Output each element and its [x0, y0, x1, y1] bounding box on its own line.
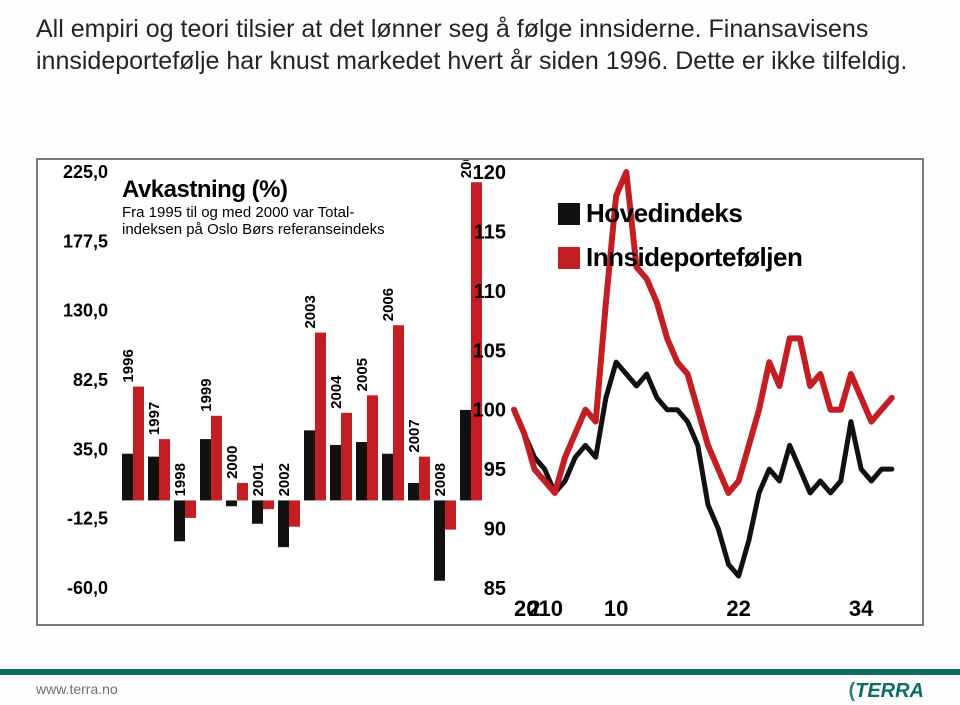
svg-text:2003: 2003	[302, 295, 319, 328]
svg-text:105: 105	[473, 340, 506, 362]
svg-text:1998: 1998	[172, 463, 189, 496]
svg-text:34: 34	[849, 596, 874, 621]
svg-text:177,5: 177,5	[63, 231, 108, 251]
svg-text:-60,0: -60,0	[67, 578, 108, 598]
svg-text:-12,5: -12,5	[67, 509, 108, 529]
svg-text:2008: 2008	[432, 463, 449, 496]
svg-text:225,0: 225,0	[63, 162, 108, 182]
svg-text:2004: 2004	[328, 375, 345, 409]
svg-text:95: 95	[484, 459, 506, 481]
svg-text:1997: 1997	[146, 402, 163, 435]
legend-innsideportefoljen: Innsideporteføljen	[558, 242, 802, 273]
svg-text:82,5: 82,5	[73, 370, 108, 390]
svg-text:2001: 2001	[250, 463, 267, 496]
svg-text:130,0: 130,0	[63, 301, 108, 321]
chart-frame: -60,0 -12,5 35,0 82,5 130,0 177,5 225,0 1996 199…	[36, 158, 924, 626]
svg-text:10: 10	[604, 596, 628, 621]
bar-chart-title-block: Avkastning (%) Fra 1995 til og med 2000 …	[122, 176, 385, 239]
legend-swatch-innsideportefoljen	[558, 247, 580, 269]
legend-swatch-hovedindeks	[558, 203, 580, 225]
legend-label-hovedindeks: Hovedindeks	[586, 198, 742, 229]
svg-text:2005: 2005	[354, 358, 371, 391]
svg-text:35,0: 35,0	[73, 439, 108, 459]
footer-logo: (TERRA	[848, 680, 924, 703]
svg-text:115: 115	[474, 221, 506, 243]
slide-heading: All empiri og teori tilsier at det lønne…	[0, 0, 960, 83]
footer-bar	[0, 669, 960, 675]
svg-text:22: 22	[726, 596, 750, 621]
logo-tick-icon: (	[848, 680, 855, 702]
svg-text:1999: 1999	[198, 378, 215, 411]
svg-text:2: 2	[528, 596, 540, 621]
svg-text:2007: 2007	[406, 419, 423, 452]
svg-text:120: 120	[473, 162, 506, 184]
svg-text:2002: 2002	[276, 463, 293, 496]
bar-chart-title: Avkastning (%)	[122, 176, 385, 204]
bar-chart-subtitle: Fra 1995 til og med 2000 var Total-indek…	[122, 204, 385, 239]
svg-text:100: 100	[473, 400, 506, 422]
svg-text:90: 90	[484, 519, 506, 541]
svg-text:110: 110	[474, 281, 506, 303]
svg-text:85: 85	[484, 578, 506, 600]
svg-text:1996: 1996	[120, 349, 137, 382]
legend-hovedindeks: Hovedindeks	[558, 198, 742, 229]
svg-text:2000: 2000	[224, 446, 241, 479]
footer-brand: TERRA	[855, 680, 924, 702]
legend-label-innsideportefoljen: Innsideporteføljen	[586, 242, 802, 273]
svg-text:2006: 2006	[380, 288, 397, 321]
footer: www.terra.no (TERRA	[0, 653, 960, 705]
footer-url: www.terra.no	[36, 681, 118, 697]
